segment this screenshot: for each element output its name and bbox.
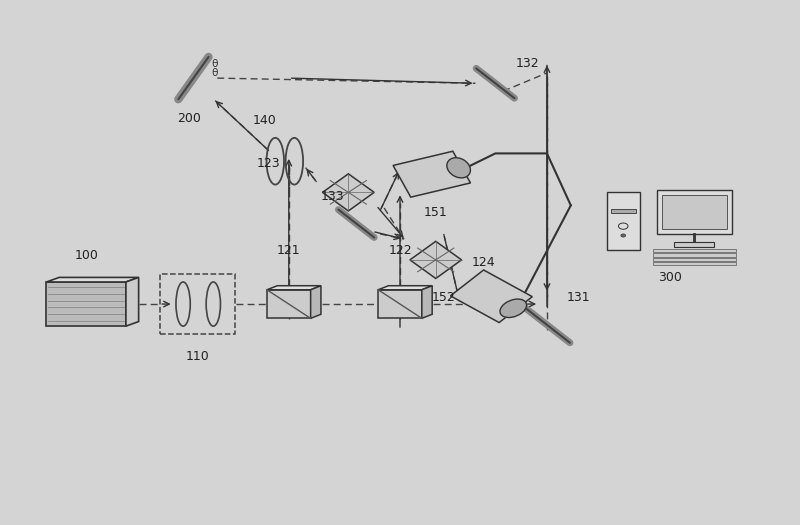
Text: θ: θ bbox=[211, 59, 218, 69]
Text: 100: 100 bbox=[74, 249, 98, 262]
Text: 140: 140 bbox=[253, 114, 277, 128]
Polygon shape bbox=[393, 151, 470, 197]
Polygon shape bbox=[450, 270, 532, 322]
Text: 110: 110 bbox=[186, 350, 210, 362]
Text: 200: 200 bbox=[178, 112, 202, 125]
Text: 121: 121 bbox=[277, 244, 301, 257]
Polygon shape bbox=[267, 286, 321, 290]
Text: 133: 133 bbox=[321, 190, 344, 203]
Bar bbox=[610, 209, 636, 213]
Bar bbox=[662, 195, 726, 229]
Bar bbox=[653, 254, 736, 257]
Bar bbox=[653, 262, 736, 265]
Bar bbox=[160, 274, 235, 334]
Text: 151: 151 bbox=[424, 206, 448, 219]
Polygon shape bbox=[410, 242, 462, 278]
Polygon shape bbox=[322, 174, 374, 211]
Text: 152: 152 bbox=[432, 291, 455, 304]
Polygon shape bbox=[378, 290, 422, 318]
Text: 122: 122 bbox=[388, 244, 412, 257]
Bar bbox=[606, 192, 640, 249]
Polygon shape bbox=[422, 286, 432, 318]
Text: 300: 300 bbox=[658, 270, 682, 284]
Bar bbox=[653, 258, 736, 261]
Polygon shape bbox=[378, 286, 432, 290]
Ellipse shape bbox=[500, 299, 526, 318]
Polygon shape bbox=[267, 290, 310, 318]
Ellipse shape bbox=[447, 158, 470, 178]
Polygon shape bbox=[46, 282, 126, 326]
Text: 131: 131 bbox=[567, 291, 590, 304]
Bar bbox=[674, 242, 714, 247]
Text: 124: 124 bbox=[471, 256, 495, 269]
Text: 123: 123 bbox=[257, 158, 281, 170]
Ellipse shape bbox=[621, 234, 626, 237]
Polygon shape bbox=[310, 286, 321, 318]
Text: θ: θ bbox=[211, 68, 218, 78]
Polygon shape bbox=[126, 277, 138, 326]
Text: 132: 132 bbox=[515, 57, 539, 70]
Bar bbox=[657, 190, 732, 234]
Polygon shape bbox=[46, 277, 138, 282]
Bar bbox=[653, 249, 736, 253]
